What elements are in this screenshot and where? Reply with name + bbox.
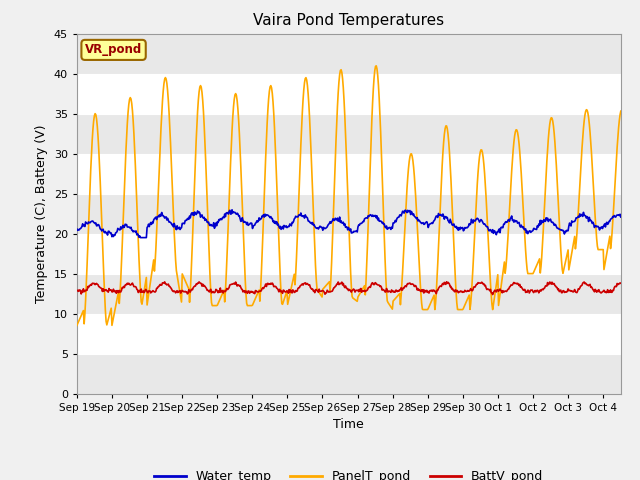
Bar [77, 274, 621, 313]
Text: VR_pond: VR_pond [85, 43, 142, 56]
Legend: Water_temp, PanelT_pond, BattV_pond: Water_temp, PanelT_pond, BattV_pond [149, 465, 548, 480]
Bar [77, 34, 621, 73]
Y-axis label: Temperature (C), Battery (V): Temperature (C), Battery (V) [35, 124, 48, 303]
Title: Vaira Pond Temperatures: Vaira Pond Temperatures [253, 13, 444, 28]
Bar [77, 193, 621, 234]
X-axis label: Time: Time [333, 418, 364, 431]
Bar [77, 354, 621, 394]
Bar [77, 114, 621, 154]
